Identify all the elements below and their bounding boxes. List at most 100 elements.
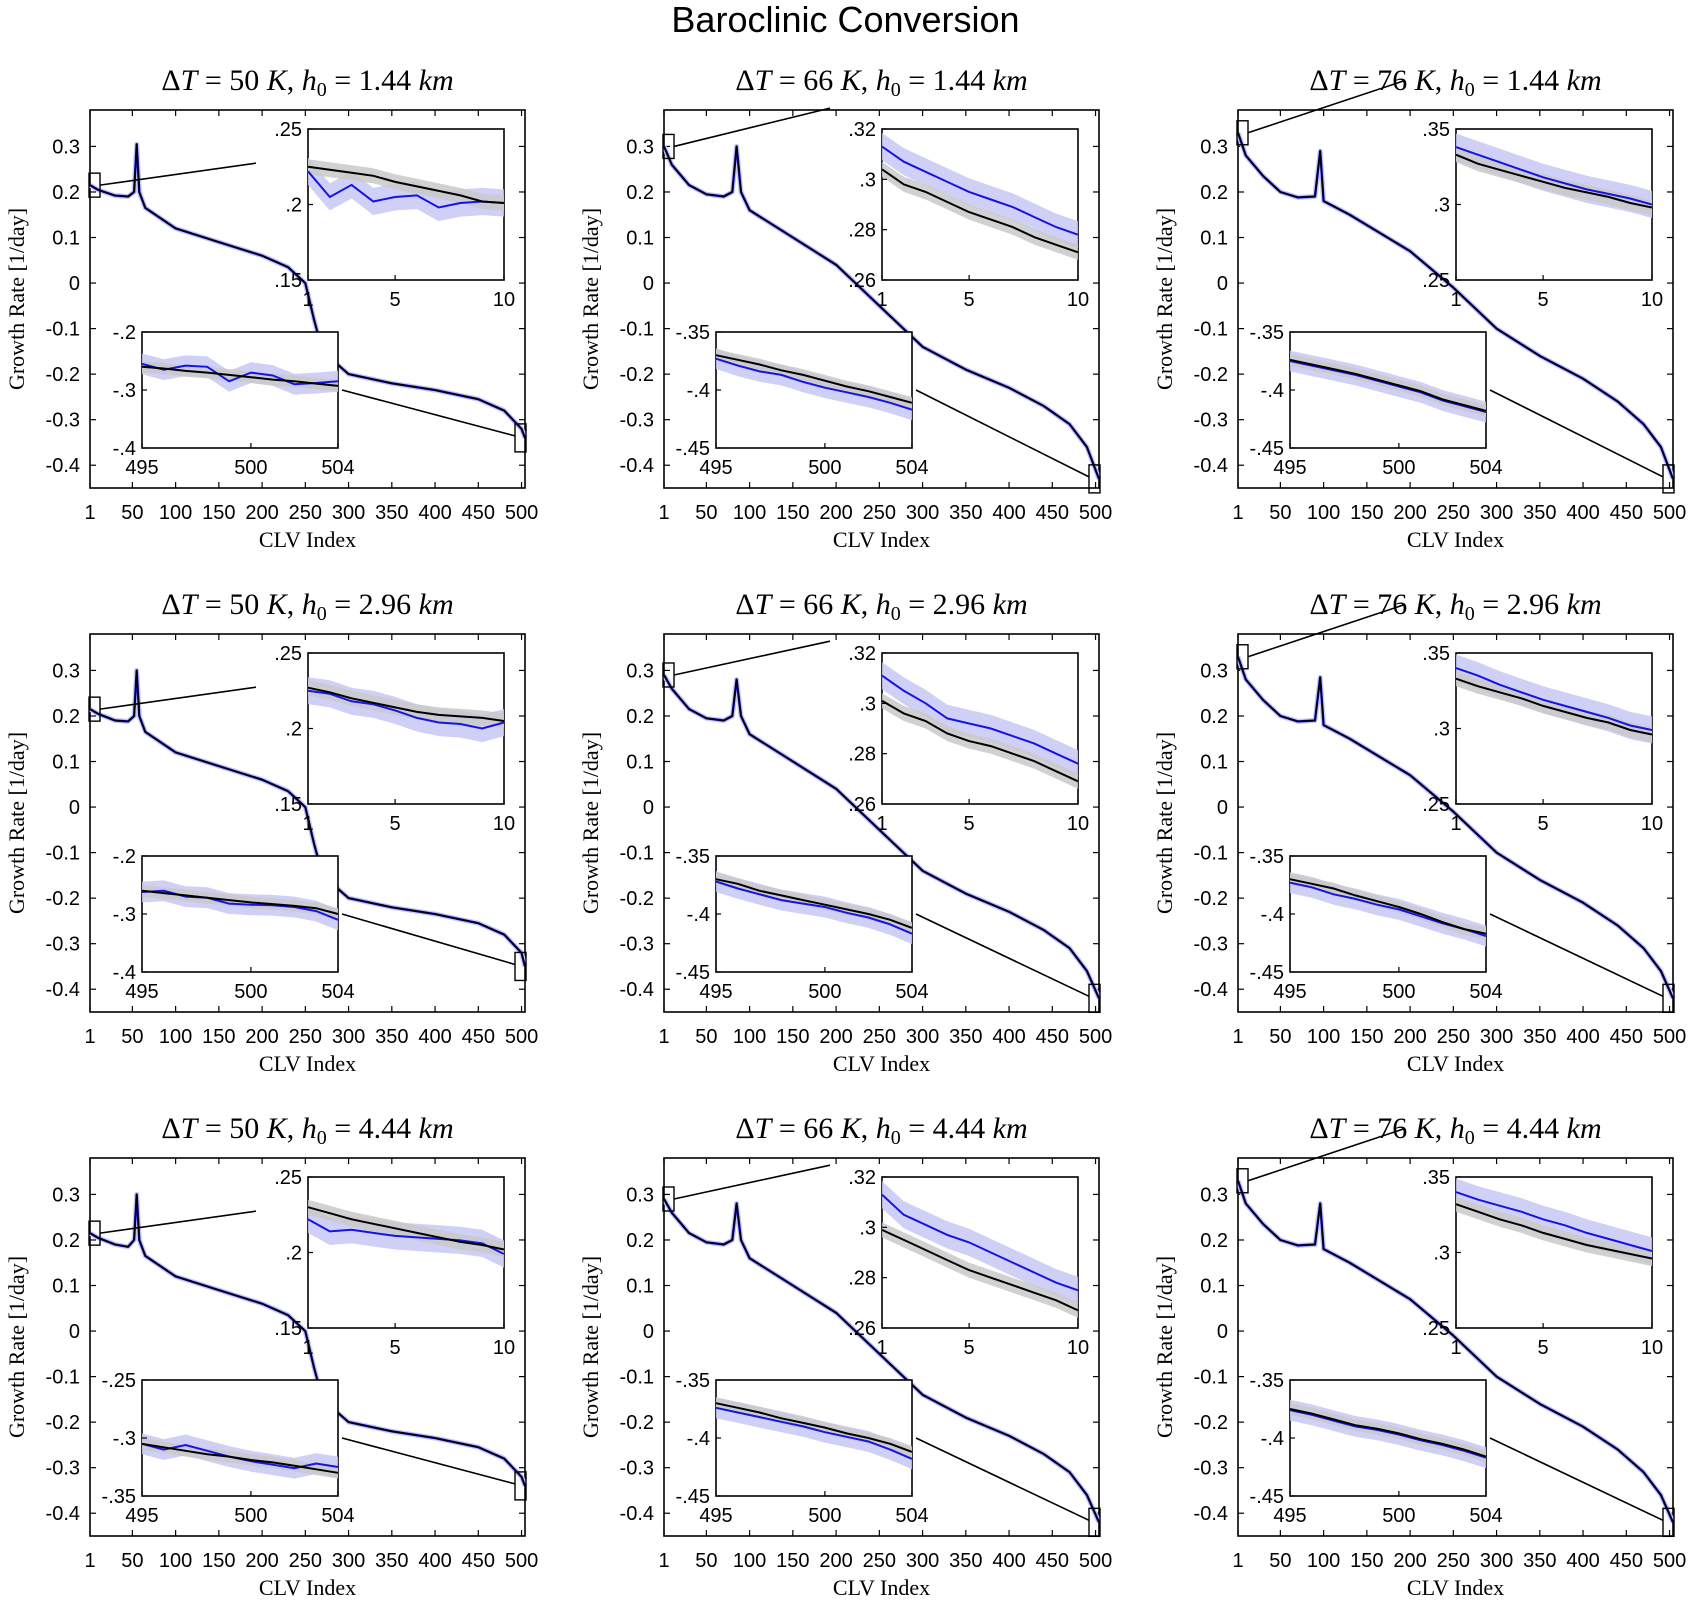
inset-top-y-tick-label: .25 [274, 643, 302, 665]
plot-frame [663, 633, 1100, 1013]
y-tick-label: 0.3 [626, 136, 654, 158]
y-axis-label: Growth Rate [1/day] [1152, 1256, 1177, 1438]
x-tick-label: 350 [949, 1026, 982, 1048]
x-tick-label: 400 [992, 502, 1025, 524]
x-tick-label: 300 [1480, 502, 1513, 524]
x-tick-label: 500 [1079, 1026, 1112, 1048]
inset-bottom: -.45 -.4 -.35 495 500 504 [1250, 1370, 1503, 1527]
inset-bottom-x-tick-label: 500 [1382, 1505, 1415, 1527]
inset-bottom-x-tick-label: 504 [1469, 1505, 1502, 1527]
inset-top-x-tick-label: 5 [1538, 813, 1549, 835]
connector-bottom [341, 913, 516, 966]
inset-top-y-tick-label: .28 [848, 1268, 876, 1290]
zoom-marker-end [1662, 464, 1675, 494]
y-tick-label: -0.1 [620, 1367, 654, 1389]
x-tick-label: 400 [418, 502, 451, 524]
series-black [663, 674, 1100, 999]
connector-top [1247, 80, 1405, 134]
x-tick-label: 250 [289, 502, 322, 524]
x-tick-label: 500 [1079, 1550, 1112, 1572]
inset-bottom-y-tick-label: -.4 [1261, 1428, 1284, 1450]
inset-top: .25 .3 .35 1 5 10 [1422, 1167, 1663, 1359]
y-tick-label: -0.3 [620, 1458, 654, 1480]
x-axis-label: CLV Index [833, 1575, 930, 1600]
y-tick-label: 0 [69, 797, 80, 819]
inset-bottom-y-tick-label: -.45 [676, 1486, 710, 1508]
inset-top: .25 .3 .35 1 5 10 [1422, 119, 1663, 311]
inset-top-x-tick-label: 10 [493, 813, 515, 835]
inset-bottom-x-tick-label: 495 [125, 981, 158, 1003]
inset-top: .26 .28 .3 .32 1 5 10 [848, 643, 1089, 835]
x-tick-label: 300 [906, 1550, 939, 1572]
subplot-title: ΔT = 76 K, h0 = 1.44 km [1309, 64, 1601, 101]
x-tick-label: 100 [733, 1550, 766, 1572]
x-tick-label: 150 [776, 1026, 809, 1048]
connector-bottom [341, 1437, 516, 1485]
y-tick-label: 0.3 [52, 660, 80, 682]
inset-top-y-tick-label: .3 [1433, 1243, 1450, 1265]
y-tick-label: -0.2 [1194, 1412, 1228, 1434]
x-tick-label: 450 [1036, 502, 1069, 524]
inset-top-y-tick-label: .15 [274, 270, 302, 292]
inset-bottom-x-tick-label: 500 [808, 981, 841, 1003]
y-tick-label: 0.2 [626, 182, 654, 204]
inset-bottom-blue-line [715, 880, 913, 935]
series-black [89, 143, 526, 439]
x-tick-label: 150 [1350, 1026, 1383, 1048]
x-tick-label: 250 [1437, 502, 1470, 524]
y-axis-label: Growth Rate [1/day] [578, 1256, 603, 1438]
x-tick-label: 1 [84, 1550, 95, 1572]
y-tick-label: -0.1 [46, 843, 80, 865]
connector-bottom [1489, 1437, 1664, 1522]
inset-bottom-y-tick-label: -.35 [102, 1486, 136, 1508]
y-tick-label: -0.4 [1194, 979, 1228, 1001]
y-tick-label: -0.4 [46, 1503, 80, 1525]
y-tick-label: 0.3 [1200, 1184, 1228, 1206]
inset-top-y-tick-label: .3 [859, 1217, 876, 1239]
x-tick-label: 300 [906, 1026, 939, 1048]
subplot-title: ΔT = 66 K, h0 = 1.44 km [735, 64, 1027, 101]
x-tick-label: 50 [695, 1026, 717, 1048]
inset-top-x-tick-label: 5 [964, 813, 975, 835]
y-tick-label: 0 [643, 797, 654, 819]
plot-frame [89, 109, 526, 489]
x-tick-label: 250 [863, 1550, 896, 1572]
inset-top-x-tick-label: 5 [964, 1337, 975, 1359]
x-tick-label: 200 [245, 1026, 278, 1048]
zoom-marker-end [514, 1471, 527, 1501]
inset-bottom-y-tick-label: -.3 [113, 380, 136, 402]
x-tick-label: 100 [733, 1026, 766, 1048]
x-tick-label: 200 [1393, 1026, 1426, 1048]
figure-title: Baroclinic Conversion [671, 0, 1020, 40]
inset-bottom: -.45 -.4 -.35 495 500 504 [676, 322, 929, 479]
y-tick-label: 0.2 [626, 706, 654, 728]
inset-top-black-line [1455, 153, 1653, 209]
x-tick-label: 450 [1610, 502, 1643, 524]
inset-bottom-y-tick-label: -.35 [1250, 322, 1284, 344]
plot-frame [663, 1157, 1100, 1537]
inset-top-gray-band [308, 1199, 504, 1257]
inset-top-blue-band [882, 662, 1078, 778]
zoom-marker-end [1088, 464, 1101, 494]
inset-bottom-black-line [141, 365, 339, 387]
plot-frame [89, 633, 526, 1013]
inset-bottom-blue-line [1289, 360, 1487, 413]
inset-top-x-tick-label: 1 [876, 813, 887, 835]
x-tick-label: 250 [863, 502, 896, 524]
inset-bottom-x-tick-label: 504 [895, 457, 928, 479]
inset-top-blue-line [1455, 1191, 1653, 1252]
inset-top-blue-band [882, 133, 1078, 249]
y-axis-label: Growth Rate [1/day] [578, 208, 603, 390]
inset-top-y-tick-label: .28 [848, 744, 876, 766]
x-tick-label: 100 [159, 502, 192, 524]
y-tick-label: -0.2 [620, 1412, 654, 1434]
series-black [663, 1198, 1100, 1523]
inset-top: .26 .28 .3 .32 1 5 10 [848, 1167, 1089, 1359]
x-tick-label: 250 [863, 1026, 896, 1048]
x-axis-label: CLV Index [1407, 1051, 1504, 1076]
inset-bottom-y-tick-label: -.3 [113, 1428, 136, 1450]
subplot-7: ΔT = 50 K, h0 = 4.44 km -0.4 -0.3 -0.2 -0.1 0… [4, 1112, 538, 1600]
inset-top-blue-line [307, 170, 505, 209]
y-axis-label: Growth Rate [1/day] [4, 1256, 29, 1438]
y-tick-label: -0.2 [46, 888, 80, 910]
